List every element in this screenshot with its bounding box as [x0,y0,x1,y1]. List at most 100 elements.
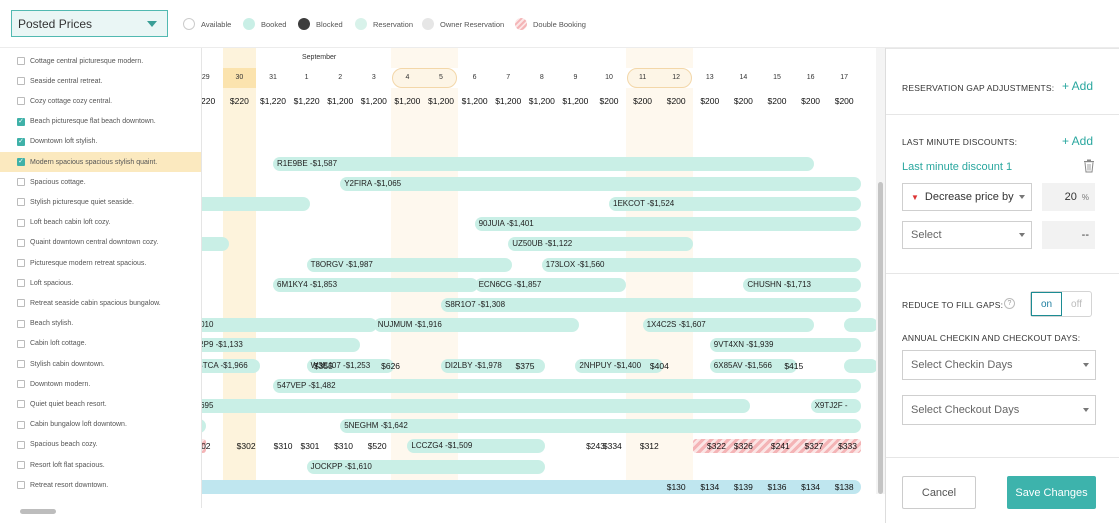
listing-checkbox[interactable] [17,218,25,227]
listing-checkbox[interactable] [17,97,25,106]
cell-price[interactable]: $355 [313,360,333,371]
listing-row[interactable]: Resort loft flat spacious. [0,455,201,475]
listing-checkbox[interactable] [17,198,25,207]
listing-row[interactable]: ✓ Modern spacious spacious stylish quaint… [0,152,201,172]
secondary-select[interactable]: Select [902,221,1032,249]
cell-price[interactable]: $302 [236,441,256,452]
cell-price[interactable]: $241 [770,441,790,452]
checkout-days-select[interactable]: Select Checkout Days [902,395,1096,425]
reservation-bar[interactable]: 1X4C2S -$1,607 [642,318,814,333]
day-price[interactable]: $200 [633,96,653,106]
listing-checkbox[interactable] [17,238,25,247]
cancel-button[interactable]: Cancel [902,476,976,509]
day-price[interactable]: $200 [733,96,753,106]
day-header[interactable]: 17 [840,74,849,81]
cell-price[interactable]: $415 [784,360,804,371]
cell-price[interactable]: $136 [767,481,787,492]
day-header[interactable]: 6 [472,74,477,81]
listing-checkbox[interactable] [17,178,25,187]
day-price[interactable]: $1,200 [394,96,421,106]
reservation-bar[interactable]: UZ50UB -$1,122 [508,237,693,252]
reservation-bar[interactable]: LCCZG4 -$1,509 [407,439,546,454]
listing-checkbox[interactable] [17,77,25,86]
cell-price[interactable]: $301 [300,441,320,452]
cell-price[interactable]: $333 [838,441,857,452]
reservation-bar[interactable]: W3EJ07 -$1,253 [306,358,394,373]
day-price[interactable]: $200 [666,96,686,106]
reservation-bar[interactable]: JOCKPP -$1,610 [306,459,546,474]
reservation-bar[interactable]: Y2FIRA -$1,065 [340,176,861,191]
listing-row[interactable]: Quaint downtown central downtown cozy. [0,233,201,253]
listing-row[interactable]: Cabin bungalow loft downtown. [0,415,201,435]
fill-gaps-toggle[interactable]: on off [1030,291,1092,317]
reservation-bar[interactable]: QTBTCA -$1,966 [202,358,260,373]
reservation-bar[interactable]: DI2LBY -$1,978 [441,358,546,373]
day-header[interactable]: 5 [439,74,443,81]
day-price[interactable]: $200 [599,96,619,106]
cell-price[interactable]: $520 [367,441,387,452]
discount-value-input[interactable]: 20 % [1042,183,1095,211]
reservation-bar[interactable] [202,419,206,434]
listing-row[interactable]: ✓ Beach picturesque flat beach downtown. [0,112,201,132]
day-header[interactable]: 16 [806,74,815,81]
reservation-bar[interactable]: X9TJ2F - [810,399,861,413]
double-booking-cell[interactable] [693,439,861,454]
toggle-on[interactable]: on [1031,292,1062,316]
day-price[interactable]: $1,220 [293,96,320,106]
listing-checkbox[interactable] [17,380,25,389]
listing-checkbox[interactable]: ✓ [17,137,25,146]
day-header[interactable]: 7 [506,74,511,81]
discount-rule-select[interactable]: ▼ Decrease price by [902,183,1032,211]
cell-price[interactable]: $322 [707,441,726,452]
cell-price[interactable]: $243 [586,441,605,452]
listing-checkbox[interactable] [17,319,25,328]
day-header[interactable]: 31 [269,74,277,81]
listing-checkbox[interactable] [17,400,25,409]
listing-row[interactable]: Picturesque modern retreat spacious. [0,253,201,273]
reservation-bar[interactable]: R1E9BE -$1,587 [273,156,814,171]
cell-price[interactable]: $139 [733,481,753,492]
cell-price[interactable]: $626 [381,360,401,371]
listing-checkbox[interactable] [17,461,25,469]
reservation-bar[interactable]: NUJMUM -$1,916 [373,318,579,333]
day-header[interactable]: 3 [371,74,376,81]
listing-checkbox[interactable] [17,420,25,429]
add-discount-button[interactable]: + Add [1062,134,1094,148]
day-price[interactable]: $1,200 [562,96,589,106]
reservation-bar[interactable]: 6X85AV -$1,566 [709,358,798,373]
checkin-days-select[interactable]: Select Checkin Days [902,350,1096,380]
reservation-bar[interactable]: ECN6CG -$1,857 [474,277,626,292]
reservation-bar[interactable]: 547VEP -$1,482 [273,378,861,393]
day-price[interactable]: $200 [700,96,720,106]
day-header[interactable]: 14 [739,74,748,81]
cell-price[interactable]: $327 [804,441,824,452]
reservation-bar[interactable]: 1EKCOT -$1,524 [609,197,861,211]
reservation-bar[interactable]: -$1,010 [202,318,378,333]
listing-checkbox[interactable] [17,299,25,308]
day-header[interactable]: 15 [773,74,781,81]
day-header[interactable]: 29 [202,74,210,81]
listing-row[interactable]: Quiet quiet beach resort. [0,394,201,414]
help-icon[interactable]: ? [1004,298,1015,309]
listing-checkbox[interactable] [17,360,25,368]
reservation-bar[interactable] [844,358,876,373]
reservation-bar[interactable]: T8ORGV -$1,987 [306,257,512,272]
cell-price[interactable]: $134 [700,481,720,492]
day-header[interactable]: 13 [705,74,714,81]
reservation-bar[interactable] [202,237,230,252]
listing-checkbox[interactable] [17,279,25,288]
horizontal-scrollbar-thumb[interactable] [20,509,56,514]
listing-checkbox[interactable] [17,57,25,65]
vertical-scrollbar-thumb[interactable] [878,182,883,494]
reservation-bar[interactable]: S8R1O7 -$1,308 [441,298,861,312]
cell-price[interactable]: $375 [515,360,535,371]
day-price[interactable]: $200 [801,96,821,106]
listing-row[interactable]: Cabin loft cottage. [0,334,201,354]
day-price[interactable]: $200 [767,96,787,106]
day-price[interactable]: $220 [202,96,216,106]
listing-checkbox[interactable]: ✓ [17,158,25,166]
day-header[interactable]: 11 [638,74,647,81]
listing-checkbox[interactable]: ✓ [17,117,25,126]
listing-row[interactable]: Beach stylish. [0,314,201,334]
listing-checkbox[interactable] [17,259,25,267]
